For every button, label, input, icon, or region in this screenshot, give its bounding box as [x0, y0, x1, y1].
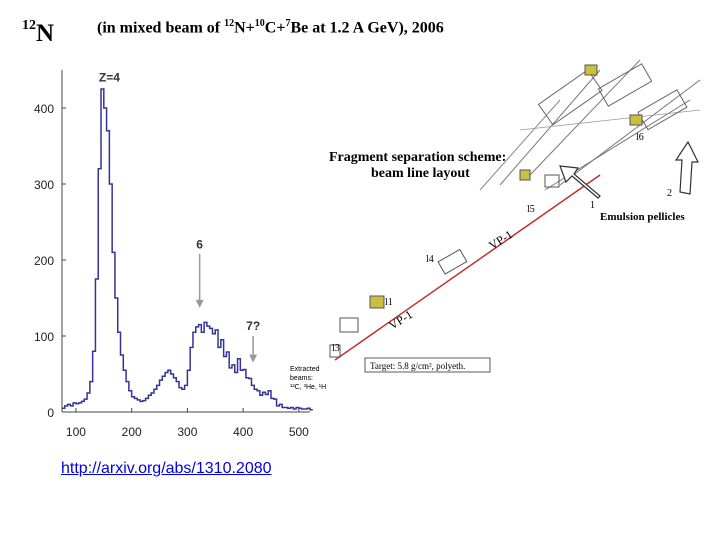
emulsion-label: Emulsion pellicles: [600, 211, 685, 223]
y-tick-label-0: 0: [47, 406, 54, 420]
quad-l3-box: [339, 317, 359, 333]
subtitle-n1-mass: 12: [224, 18, 235, 29]
source-link[interactable]: http://arxiv.org/abs/1310.2080: [61, 460, 272, 477]
lens-l4: l4: [426, 254, 434, 265]
lens-l3: l3: [332, 343, 340, 354]
histogram-series: [62, 88, 313, 411]
extracted-line2: beams:: [290, 375, 313, 382]
vp-label-lower: VP-1: [386, 307, 415, 332]
number-1: 1: [590, 200, 595, 211]
detector-yellow-top: [584, 64, 598, 76]
beamline-diagram: Fragment separation scheme: beam line la…: [290, 59, 701, 391]
diagram-title-line2: beam line layout: [371, 166, 470, 181]
target-label: Target: 5.8 g/cm², polyeth.: [370, 361, 465, 371]
lens-l6: l6: [636, 132, 644, 143]
y-tick-label-1: 100: [34, 330, 54, 344]
title-element-symbol: N: [36, 20, 55, 47]
magnet-box-2: [597, 63, 653, 107]
chart-series: [62, 88, 313, 411]
target-label-box: [364, 357, 491, 373]
arrow-2: [674, 140, 699, 195]
target-box: [329, 344, 341, 358]
subtitle-prefix: (in mixed beam of: [97, 19, 225, 37]
subtitle-n3-symbol: Be at 1.2 A GeV), 2006: [290, 19, 444, 37]
number-2: 2: [667, 188, 672, 199]
subtitle-n2-symbol: C+: [264, 19, 286, 37]
y-tick-label-4: 400: [34, 102, 54, 116]
y-tick-label-2: 200: [34, 254, 54, 268]
subtitle-n3-mass: 7: [285, 18, 291, 29]
arrow-1: [559, 165, 601, 199]
title-mass-number: 12: [22, 18, 36, 33]
fan-line-6: [519, 109, 701, 131]
fan-line-4: [499, 69, 601, 186]
detector-yellow-mid: [519, 169, 531, 181]
extracted-line3: ¹²C, ³He, ¹H: [290, 384, 326, 391]
quad-l5-box: [544, 174, 560, 188]
magnet-box-3: [637, 89, 688, 131]
x-tick-label-4: 500: [289, 425, 309, 439]
subtitle-n1-symbol: N+: [234, 19, 255, 37]
slide-subtitle: (in mixed beam of 12N+10C+7Be at 1.2 A G…: [97, 18, 444, 37]
beam-line: [334, 174, 601, 361]
annotation-1: 6: [196, 238, 203, 252]
chart-axes: 0 100 200 300 400 100 200 300 400 500: [34, 70, 310, 439]
x-tick-label-0: 100: [66, 425, 86, 439]
quad-l4-box: [437, 248, 468, 275]
extracted-line1: Extracted: [290, 366, 320, 373]
fan-line-3: [529, 59, 641, 176]
fan-line-5: [479, 99, 561, 191]
annotation-arrow-head-0: [195, 299, 204, 308]
detector-yellow-right: [629, 114, 643, 126]
vp-label-upper: VP-1: [486, 227, 515, 252]
lens-l1: l1: [385, 297, 393, 308]
diagram-title-line1: Fragment separation scheme:: [329, 150, 506, 165]
detector-yellow-low: [369, 295, 385, 309]
annotation-arrow-head-1: [249, 354, 258, 363]
x-tick-label-2: 300: [177, 425, 197, 439]
lens-l5: l5: [527, 204, 535, 215]
y-tick-label-3: 300: [34, 178, 54, 192]
annotation-2: 7?: [246, 319, 260, 333]
annotation-0: Z=4: [99, 70, 120, 84]
chart-annotations: Z=4 6 7?: [99, 70, 260, 363]
x-tick-label-3: 400: [233, 425, 253, 439]
slide-title: 12N: [22, 18, 55, 48]
fan-line-1: [559, 79, 701, 186]
subtitle-n2-mass: 10: [254, 18, 265, 29]
x-tick-label-1: 200: [122, 425, 142, 439]
magnet-box-1: [537, 69, 603, 126]
